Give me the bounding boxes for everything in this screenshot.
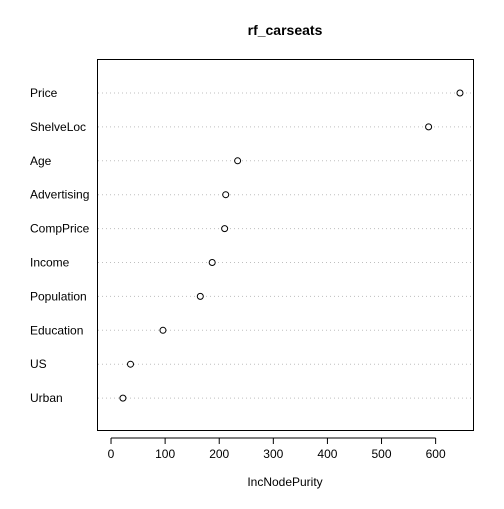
x-axis: 0 100 200 300 400 500 600 (108, 437, 446, 461)
guide-lines (98, 92, 473, 399)
category-label: Education (30, 323, 83, 337)
category-label: ShelveLoc (30, 120, 86, 134)
data-point (425, 123, 433, 131)
x-tick-label: 0 (108, 447, 115, 461)
data-point (127, 360, 135, 368)
x-tick-label: 300 (263, 447, 283, 461)
data-point (208, 259, 216, 266)
category-label: Age (30, 154, 52, 168)
category-label: US (30, 357, 47, 371)
plot-area-border (97, 59, 474, 431)
x-tick-label: 500 (372, 447, 392, 461)
x-tick-label: 100 (155, 447, 175, 461)
data-point (119, 394, 127, 402)
category-labels: Price ShelveLoc Age Advertising CompPrice Inc… (30, 86, 90, 405)
category-label: Income (30, 256, 70, 270)
x-axis-label: IncNodePurity (247, 475, 322, 489)
data-point (234, 157, 242, 165)
x-tick-label: 200 (209, 447, 229, 461)
category-label: Price (30, 86, 58, 100)
category-label: Population (30, 289, 87, 303)
x-tick-label: 600 (426, 447, 446, 461)
category-label: CompPrice (30, 222, 90, 236)
data-point (456, 89, 464, 97)
category-label: Urban (30, 391, 63, 405)
data-point (196, 292, 204, 300)
chart-title: rf_carseats (248, 22, 323, 38)
data-points (119, 89, 464, 402)
data-point (221, 225, 229, 233)
x-tick-label: 400 (317, 447, 337, 461)
data-point (159, 326, 167, 334)
category-label: Advertising (30, 188, 89, 202)
data-point (222, 191, 230, 199)
